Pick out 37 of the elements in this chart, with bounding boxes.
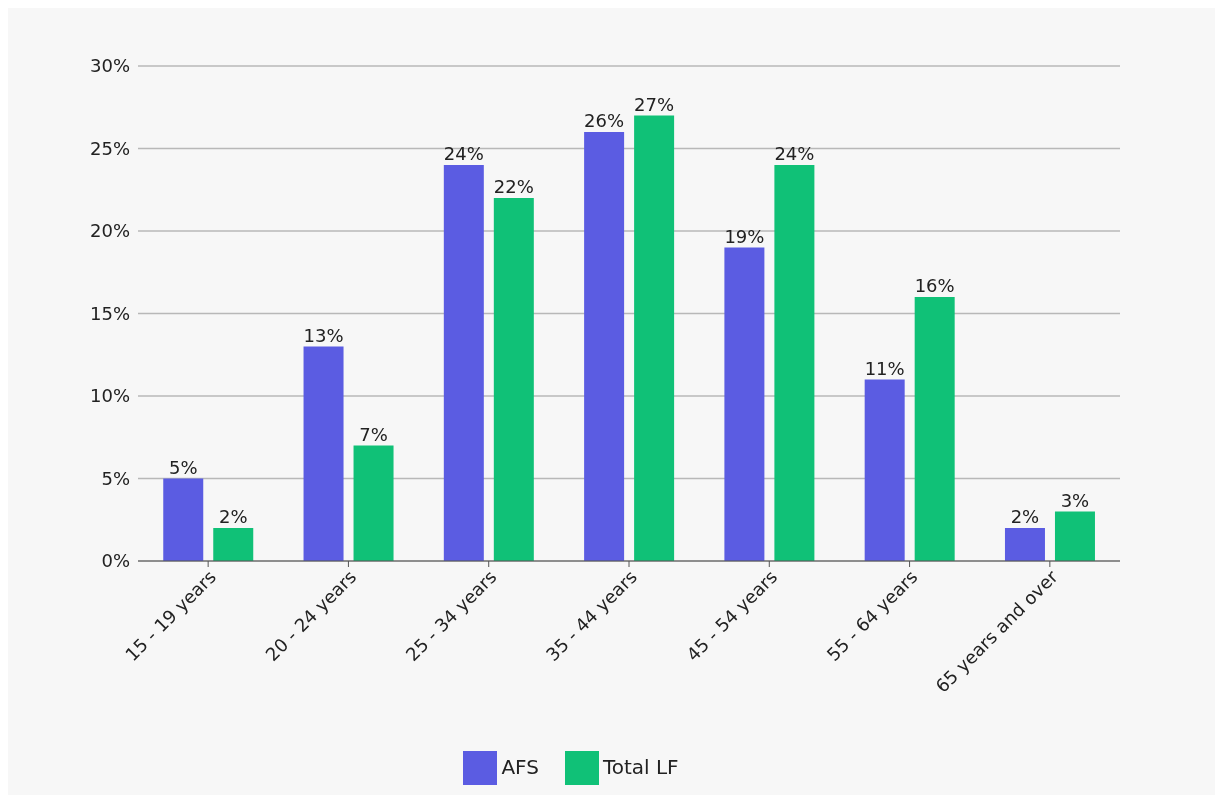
y-tick-label: 10%	[89, 385, 130, 407]
data-label: 27%	[634, 93, 675, 115]
data-label: 24%	[443, 143, 484, 164]
data-label: 19%	[724, 225, 765, 247]
data-label: 3%	[1060, 489, 1090, 511]
bar	[163, 478, 204, 561]
bar	[353, 445, 394, 561]
bar	[584, 132, 625, 561]
data-label: 2%	[218, 506, 248, 527]
bar	[493, 198, 534, 561]
bar	[303, 346, 344, 561]
bar	[774, 165, 815, 561]
bar	[443, 165, 484, 561]
y-tick-label: 20%	[89, 220, 130, 242]
data-label: 13%	[303, 324, 344, 346]
data-label: 5%	[168, 456, 198, 478]
bar	[1054, 511, 1095, 561]
y-tick-label: 5%	[101, 467, 130, 489]
legend-label: AFS	[501, 754, 539, 779]
y-tick-label: 30%	[89, 55, 130, 77]
data-label: 26%	[584, 110, 625, 131]
bar	[634, 115, 675, 561]
data-label: 7%	[359, 423, 388, 445]
bar	[1004, 528, 1045, 561]
y-tick-label: 0%	[101, 550, 130, 572]
bar	[213, 528, 254, 561]
data-label: 22%	[493, 176, 534, 197]
y-tick-label: 15%	[89, 302, 130, 324]
data-label: 16%	[914, 275, 955, 296]
data-label: 11%	[864, 357, 905, 379]
data-label: 2%	[1010, 506, 1040, 527]
y-tick-label: 25%	[89, 137, 130, 159]
legend-label: Total LF	[602, 754, 679, 779]
bar	[864, 379, 905, 561]
bar	[914, 297, 955, 561]
bar	[724, 247, 765, 561]
data-label: 24%	[774, 143, 815, 164]
